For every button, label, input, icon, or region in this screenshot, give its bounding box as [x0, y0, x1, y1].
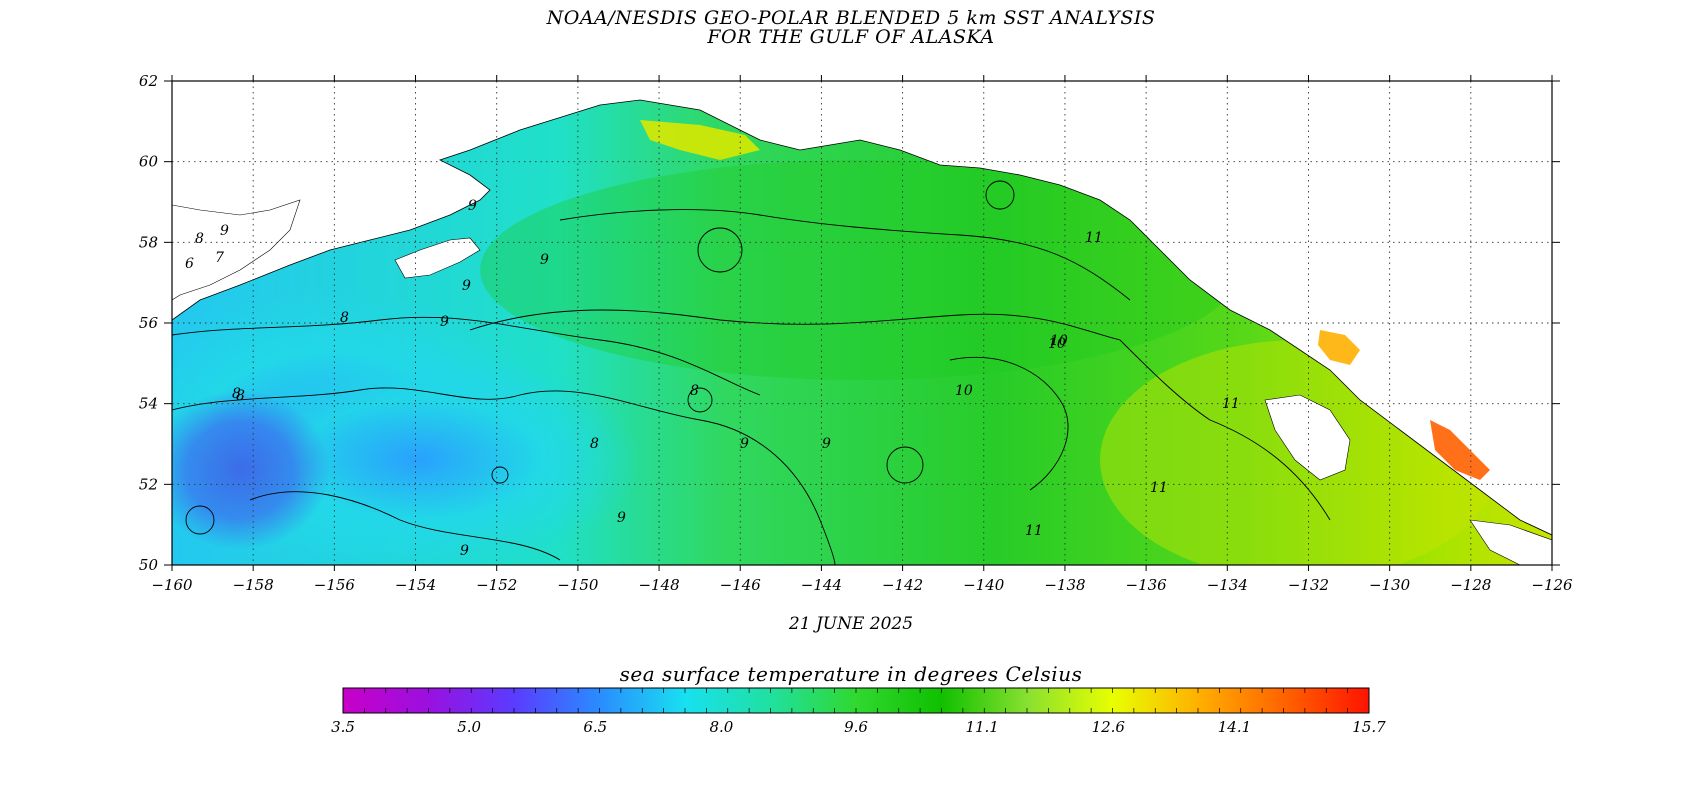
contour-label: 9 [462, 278, 471, 294]
contour-label: 11 [1150, 480, 1168, 496]
x-tick-label: −138 [1044, 576, 1085, 594]
mid-gulf-warm [480, 160, 1240, 380]
y-tick-label: 60 [139, 153, 159, 171]
contour-label: 9 [740, 436, 749, 452]
colorbar-tick-label: 14.1 [1218, 718, 1251, 736]
y-tick-label: 54 [139, 395, 158, 413]
colorbar-tick-label: 3.5 [331, 718, 355, 736]
x-tick-label: −140 [963, 576, 1005, 594]
contour-label: 9 [440, 314, 449, 330]
colorbar-tick-label: 15.7 [1352, 718, 1386, 736]
contour-label: 9 [220, 223, 229, 239]
x-tick-label: −154 [395, 576, 436, 594]
analysis-date: 21 JUNE 2025 [788, 614, 914, 634]
vancouver-island [1469, 519, 1552, 565]
colorbar-tick-label: 5.0 [457, 718, 481, 736]
chart-title-line2: FOR THE GULF OF ALASKA [707, 26, 995, 48]
land-alaska-peninsula [172, 81, 1552, 536]
colorbar-tick-label: 9.6 [844, 718, 868, 736]
contour-label: 11 [1085, 230, 1103, 246]
map-axes: −160 −158 −156 −154 −152 −150 −148 −146 −144 −142… [139, 72, 1573, 594]
contour-label: 9 [540, 252, 549, 268]
x-tick-label: −158 [233, 576, 274, 594]
x-tick-label: −156 [314, 576, 356, 594]
contour-lines [172, 180, 1331, 565]
contour-label: 10 [955, 383, 973, 399]
x-tick-label: −132 [1288, 576, 1329, 594]
colorbar-tick-label: 12.6 [1092, 718, 1126, 736]
y-tick-label: 62 [139, 72, 158, 90]
contour-label: 9 [468, 198, 477, 214]
contour-label: 7 [215, 250, 224, 266]
coastal-warm-cook-inlet [640, 120, 760, 160]
contour-label: 10 [1050, 333, 1068, 349]
contour-label: 8 [690, 383, 699, 399]
colorbar-tick-label: 8.0 [710, 718, 734, 736]
contour-label: 8 [195, 231, 204, 247]
colorbar-minor-ticks [364, 688, 1348, 713]
y-tick-label: 52 [139, 475, 158, 493]
x-tick-label: −134 [1207, 576, 1248, 594]
x-tick-label: −148 [638, 576, 679, 594]
contour-label: 8 [340, 310, 349, 326]
coastal-hot-bc [1430, 420, 1490, 480]
contour-label: 9 [822, 436, 831, 452]
colorbar-tick-label: 6.5 [583, 718, 607, 736]
contour-label: 8 [232, 386, 241, 402]
x-tick-label: −150 [557, 576, 599, 594]
chart-title-line1: NOAA/NESDIS GEO-POLAR BLENDED 5 km SST A… [546, 7, 1156, 29]
map-field [172, 81, 1552, 565]
bristol-bay-coast [172, 199, 301, 301]
x-tick-label: −126 [1531, 576, 1573, 594]
graticule [172, 81, 1552, 565]
contour-label: 6 [185, 256, 194, 272]
x-tick-label: −136 [1126, 576, 1168, 594]
x-tick-label: −146 [720, 576, 762, 594]
x-tick-label: −160 [151, 576, 193, 594]
cold-region [172, 390, 330, 550]
x-tick-label: −128 [1450, 576, 1491, 594]
contour-label: 8 [236, 388, 245, 404]
y-tick-label: 50 [139, 556, 159, 574]
x-tick-label: −152 [476, 576, 517, 594]
y-tick-label: 56 [139, 314, 159, 332]
contour-label: 9 [617, 510, 626, 526]
contour-label: 11 [1222, 396, 1240, 412]
y-tick-label: 58 [139, 233, 158, 251]
colorbar-labels: 3.5 5.0 6.5 8.0 9.6 11.1 12.6 14.1 15.7 [331, 718, 1386, 736]
contour-label: 11 [1025, 523, 1043, 539]
colorbar-tick-label: 11.1 [965, 718, 998, 736]
colorbar-title: sea surface temperature in degrees Celsi… [619, 662, 1083, 686]
contour-label: 10 [1048, 336, 1066, 352]
kodiak-island [394, 237, 481, 279]
x-tick-label: −142 [882, 576, 923, 594]
contour-label: 9 [460, 543, 469, 559]
x-tick-label: −144 [801, 576, 842, 594]
contour-label: 8 [590, 436, 599, 452]
x-tick-label: −130 [1369, 576, 1411, 594]
southeast-islands [1264, 394, 1351, 481]
coastal-orange-se [1318, 330, 1360, 365]
